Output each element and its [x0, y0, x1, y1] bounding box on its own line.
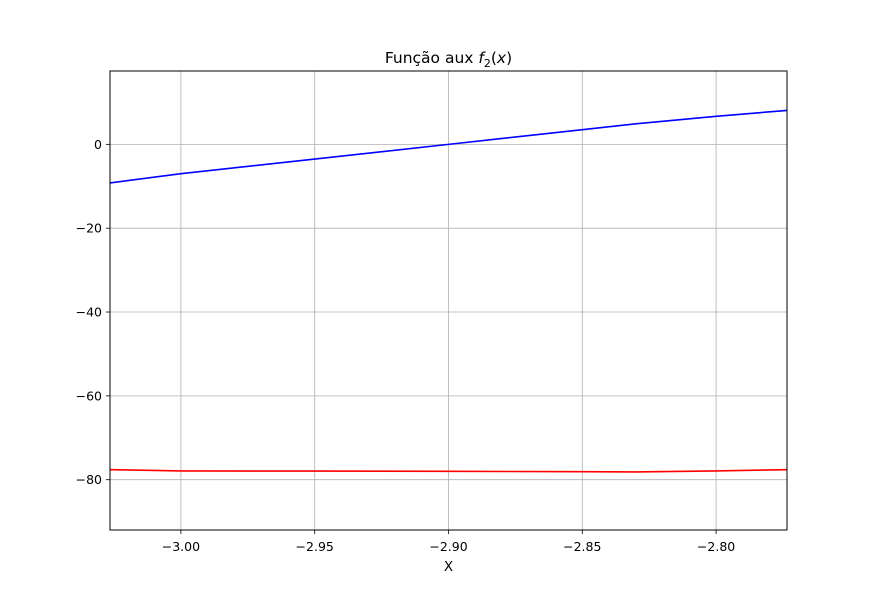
x-tick-label: −2.85	[563, 539, 601, 554]
series-layer	[109, 109, 788, 473]
y-tick-label: −40	[76, 305, 102, 320]
title-prefix: Função aux	[385, 49, 479, 67]
chart-title: Função aux f2(x)	[385, 49, 512, 70]
y-tick-label: 0	[94, 137, 102, 152]
title-argument: x	[496, 49, 507, 67]
y-tick-label: −80	[76, 472, 102, 487]
ticks: −3.00 −2.95 −2.90 −2.85 −2.80 0 −20 −40 −60 −80	[76, 137, 736, 554]
x-tick-label: −2.90	[429, 539, 467, 554]
series-line-2	[109, 468, 788, 473]
x-tick-label: −3.00	[162, 539, 200, 554]
x-axis-label: X	[444, 559, 453, 575]
title-open-paren: (	[491, 49, 497, 67]
x-tick-label: −2.80	[697, 539, 735, 554]
y-tick-label: −60	[76, 388, 102, 403]
y-tick-label: −20	[76, 221, 102, 236]
series-line-1	[109, 109, 788, 184]
title-function: f	[478, 49, 486, 67]
title-close-paren: )	[506, 49, 512, 67]
x-tick-label: −2.95	[296, 539, 334, 554]
title-subscript: 2	[484, 57, 491, 70]
